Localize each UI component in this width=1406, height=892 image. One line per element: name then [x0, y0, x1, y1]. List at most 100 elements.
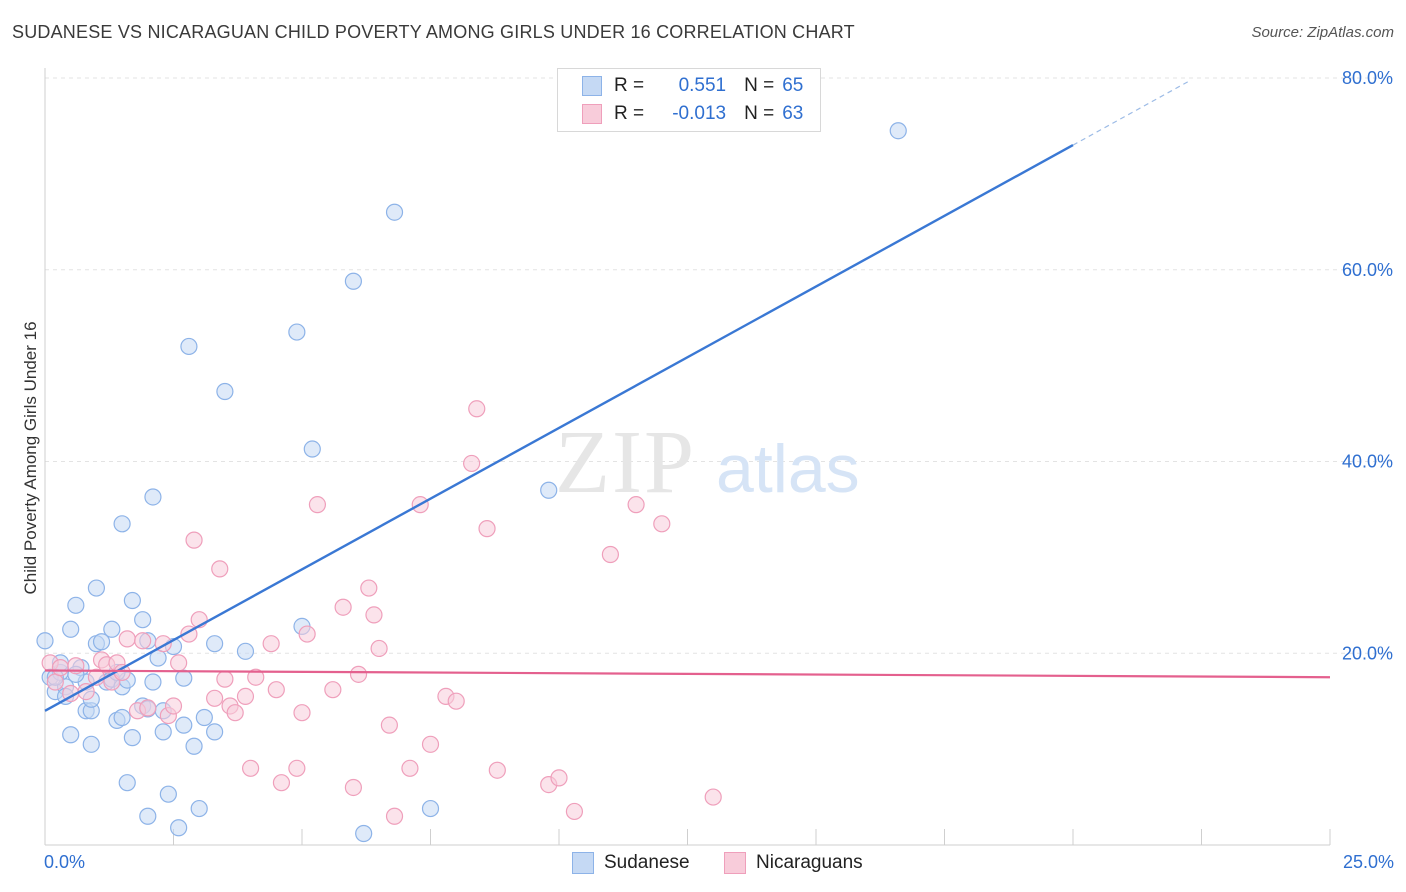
- data-point: [236, 687, 255, 705]
- y-tick-labels: 20.0% 40.0% 60.0% 80.0%: [1342, 68, 1393, 663]
- data-point: [447, 692, 465, 710]
- data-point: [334, 598, 352, 616]
- data-point: [303, 440, 321, 458]
- data-point: [370, 639, 388, 658]
- axes: [44, 68, 1331, 846]
- data-point: [401, 759, 419, 777]
- stats-legend-row-sudanese: R = 0.551 N = 65: [582, 73, 803, 99]
- data-point: [365, 606, 383, 624]
- data-point: [46, 673, 64, 691]
- sudanese-swatch: [572, 852, 594, 874]
- n-label: N =: [744, 103, 775, 124]
- data-point: [355, 824, 373, 843]
- data-point: [154, 723, 172, 741]
- data-point: [206, 723, 224, 741]
- data-point: [550, 769, 568, 787]
- data-point: [190, 799, 208, 818]
- data-point: [170, 819, 188, 837]
- data-point: [344, 778, 362, 797]
- data-point: [627, 496, 645, 514]
- data-point: [185, 531, 203, 549]
- data-point: [134, 611, 152, 629]
- data-point: [293, 704, 311, 722]
- data-point: [308, 496, 327, 514]
- data-point: [211, 560, 229, 578]
- legend-item-sudanese[interactable]: Sudanese: [572, 852, 690, 874]
- chart-title: SUDANESE VS NICARAGUAN CHILD POVERTY AMO…: [12, 22, 855, 42]
- source-credit: Source: ZipAtlas.com: [1251, 24, 1394, 41]
- data-point: [92, 633, 111, 651]
- data-point: [118, 630, 136, 648]
- data-point: [468, 400, 486, 418]
- x-tick-min: 0.0%: [44, 852, 86, 872]
- gridlines: [45, 77, 1392, 654]
- data-point: [185, 737, 203, 755]
- r-value: 0.551: [678, 75, 727, 96]
- data-point: [653, 515, 671, 533]
- data-point: [385, 807, 404, 825]
- n-label: N =: [744, 75, 775, 96]
- n-value: 63: [782, 103, 804, 124]
- data-point: [170, 654, 188, 672]
- data-point: [118, 774, 136, 792]
- stats-legend: R = 0.551 N = 65 R = -0.013 N = 63: [557, 68, 821, 132]
- data-point: [380, 716, 398, 734]
- data-point: [123, 729, 141, 747]
- data-point: [288, 759, 306, 777]
- r-label: R =: [614, 75, 645, 96]
- data-point: [421, 735, 440, 753]
- data-point: [82, 735, 100, 753]
- data-point: [206, 635, 224, 653]
- data-point: [272, 774, 291, 792]
- data-point: [206, 689, 224, 707]
- data-point: [180, 337, 198, 356]
- legend-item-nicaraguans[interactable]: Nicaraguans: [724, 852, 863, 874]
- data-point: [601, 545, 620, 564]
- data-point: [704, 788, 722, 806]
- data-point: [540, 481, 558, 499]
- data-point: [488, 761, 506, 779]
- data-point: [216, 670, 234, 688]
- trend-line-nicaraguans: [44, 669, 1331, 679]
- trend-line-sudanese: [44, 144, 1074, 712]
- data-point: [242, 759, 260, 777]
- watermark: ZIP atlas: [555, 413, 860, 512]
- data-point: [36, 632, 54, 650]
- data-point: [349, 665, 368, 683]
- y-tick-label: 80.0%: [1342, 68, 1393, 88]
- data-point: [123, 591, 141, 610]
- data-point: [298, 625, 316, 643]
- data-point: [139, 807, 157, 825]
- data-point: [247, 668, 265, 686]
- series-legend: Sudanese Nicaraguans: [0, 852, 1406, 878]
- series-nicaraguans-points: [41, 400, 722, 825]
- nicaraguans-swatch: [582, 104, 602, 124]
- data-point: [324, 681, 342, 699]
- data-point: [51, 659, 70, 677]
- data-point: [164, 697, 183, 715]
- n-value: 65: [782, 75, 804, 96]
- stats-legend-row-nicaraguans: R = -0.013 N = 63: [582, 101, 803, 127]
- data-point: [159, 785, 177, 803]
- data-point: [226, 704, 244, 722]
- watermark-zip: ZIP: [555, 413, 696, 512]
- data-point: [267, 681, 285, 699]
- data-point: [134, 632, 152, 650]
- data-point: [262, 635, 280, 653]
- data-point: [139, 699, 157, 717]
- legend-label-nicaraguans: Nicaraguans: [756, 852, 863, 873]
- sudanese-swatch: [582, 76, 602, 96]
- data-point: [62, 726, 80, 744]
- data-point: [62, 620, 80, 638]
- legend-label-sudanese: Sudanese: [604, 852, 690, 873]
- data-point: [889, 122, 907, 140]
- trend-lines: [44, 79, 1331, 712]
- data-point: [67, 596, 85, 614]
- data-point: [113, 708, 131, 727]
- data-point: [344, 272, 362, 290]
- data-point: [103, 620, 121, 638]
- data-point: [421, 799, 440, 818]
- data-point: [565, 802, 584, 821]
- data-point: [175, 669, 193, 687]
